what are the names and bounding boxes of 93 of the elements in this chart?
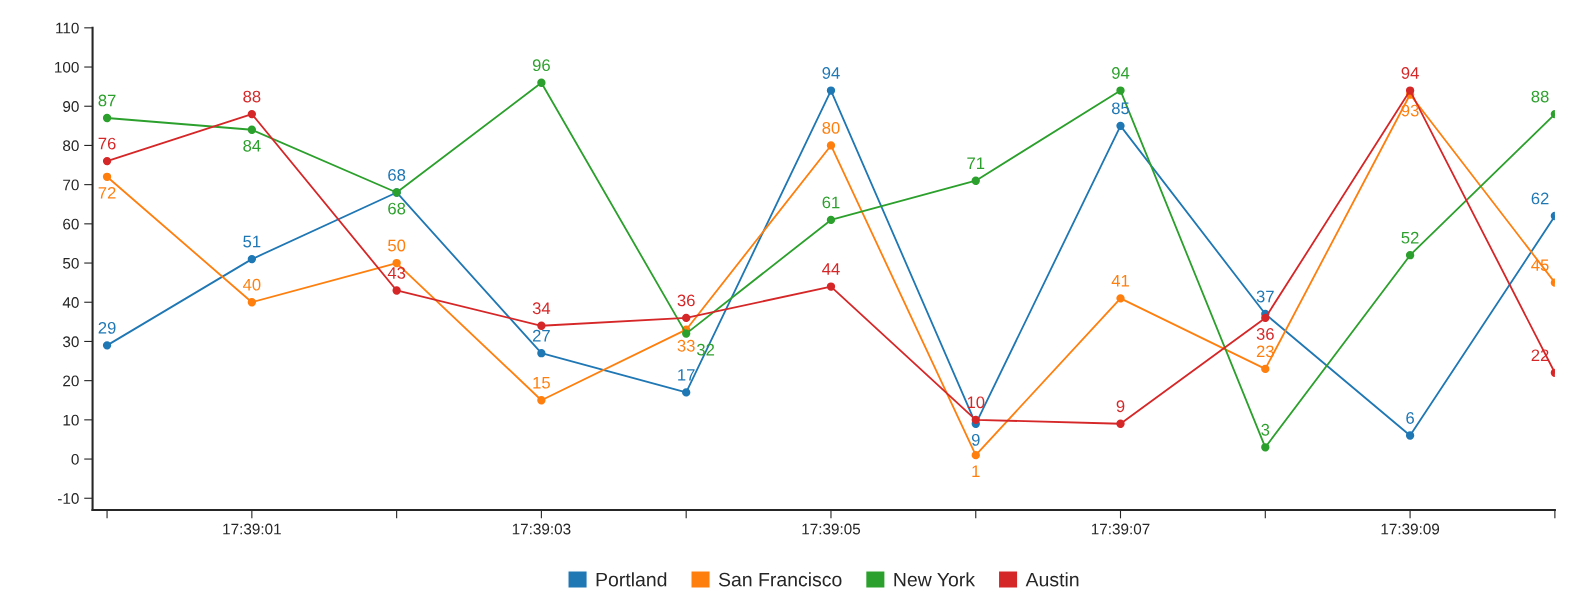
data-label: 52 xyxy=(1401,231,1419,244)
legend-label: Portland xyxy=(596,572,667,587)
y-tick-label: 90 xyxy=(63,101,79,112)
y-tick-label: 110 xyxy=(56,22,79,34)
point xyxy=(971,450,980,460)
point xyxy=(826,282,836,291)
point xyxy=(971,415,980,425)
point xyxy=(102,341,112,350)
y-tick-label: 30 xyxy=(62,336,79,348)
point xyxy=(682,329,691,338)
data-label: 68 xyxy=(388,202,406,215)
data-label: 17 xyxy=(678,369,695,381)
data-label: 6 xyxy=(1406,412,1414,424)
data-label: 1 xyxy=(972,465,980,477)
data-label: 3 xyxy=(1261,423,1270,436)
x-tick-label: 17:39:01 xyxy=(223,523,281,535)
point xyxy=(1116,86,1125,95)
point xyxy=(247,254,257,264)
data-label: 72 xyxy=(98,186,116,199)
y-tick-label: 100 xyxy=(55,61,79,73)
data-label: 43 xyxy=(387,267,406,279)
point xyxy=(537,349,546,358)
data-label: 61 xyxy=(822,196,840,209)
point xyxy=(102,156,112,166)
data-label: 76 xyxy=(98,137,116,150)
point xyxy=(102,172,112,181)
data-label: 50 xyxy=(388,239,406,252)
data-label: 10 xyxy=(967,396,985,409)
data-label: 9 xyxy=(971,433,980,446)
y-tick-label: 80 xyxy=(63,140,79,152)
y-tick-label: 10 xyxy=(63,414,79,426)
data-label: 94 xyxy=(822,67,840,79)
point xyxy=(682,388,691,397)
x-tick-label: 17:39:05 xyxy=(802,523,861,535)
legend-label: San Francisco xyxy=(718,572,842,587)
data-label: 33 xyxy=(677,339,695,352)
point xyxy=(826,215,836,225)
y-tick-label: 70 xyxy=(63,179,79,191)
data-label: 88 xyxy=(243,90,261,103)
y-tick-label: 40 xyxy=(62,297,79,308)
point xyxy=(1405,86,1415,95)
data-label: 15 xyxy=(533,376,550,389)
x-tick-label: 17:39:07 xyxy=(1091,523,1150,535)
data-label: 41 xyxy=(1111,275,1129,287)
data-label: 44 xyxy=(822,263,840,275)
legend-label: Austin xyxy=(1025,572,1079,587)
point xyxy=(102,113,112,123)
y-tick-label: 20 xyxy=(63,375,79,387)
data-label: 94 xyxy=(1401,67,1419,79)
point xyxy=(1116,419,1125,428)
data-label: 96 xyxy=(532,59,550,72)
data-label: 87 xyxy=(98,94,116,107)
y-tick-label: 0 xyxy=(71,453,79,465)
point xyxy=(1116,121,1125,130)
point xyxy=(826,141,836,150)
data-label: 62 xyxy=(1531,192,1549,205)
data-label: 94 xyxy=(1112,67,1130,79)
data-label: 68 xyxy=(388,169,406,181)
x-tick-label: 17:39:09 xyxy=(1381,523,1440,535)
data-label: 88 xyxy=(1531,90,1549,103)
point xyxy=(247,298,257,307)
point xyxy=(1261,443,1270,452)
data-label: 34 xyxy=(532,302,551,315)
y-tick-label: -10 xyxy=(57,493,79,504)
data-label: 27 xyxy=(532,329,550,342)
data-label: 29 xyxy=(98,321,116,334)
data-label: 71 xyxy=(967,157,985,169)
data-label: 36 xyxy=(677,294,695,307)
data-label: 37 xyxy=(1256,290,1274,303)
point xyxy=(971,176,980,185)
y-tick-label: 50 xyxy=(63,257,79,269)
point xyxy=(537,396,546,405)
point xyxy=(392,286,401,295)
point xyxy=(247,125,257,134)
x-tick-label: 17:39:03 xyxy=(512,523,571,535)
point xyxy=(682,313,691,323)
data-label: 80 xyxy=(822,122,840,134)
data-label: 51 xyxy=(243,235,261,248)
point xyxy=(1405,431,1415,440)
point xyxy=(1261,313,1270,323)
point xyxy=(392,258,401,268)
point xyxy=(826,86,836,95)
point xyxy=(1261,364,1270,374)
data-label: 84 xyxy=(243,139,261,152)
point xyxy=(537,78,546,87)
point xyxy=(247,109,257,119)
legend-label: New York xyxy=(894,572,976,587)
point xyxy=(1405,251,1415,260)
point xyxy=(1116,294,1125,303)
y-tick-label: 60 xyxy=(63,218,79,230)
data-label: 40 xyxy=(242,278,261,291)
data-label: 9 xyxy=(1116,400,1125,413)
data-label: 36 xyxy=(1256,328,1274,340)
